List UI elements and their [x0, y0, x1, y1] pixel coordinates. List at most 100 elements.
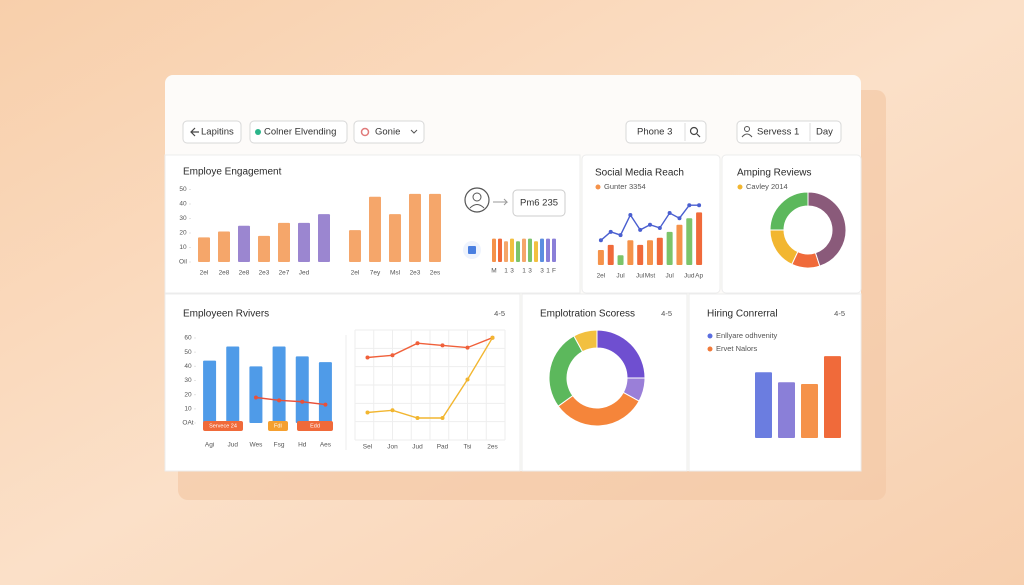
panel-badge: 4-5 [834, 309, 845, 318]
x-tick-label: 1 [546, 268, 550, 275]
avatar [464, 187, 490, 213]
y-tick-label: 40 [179, 201, 187, 208]
line-point [638, 227, 643, 232]
bar [617, 255, 624, 265]
bar [298, 222, 310, 262]
annotation-badge [268, 421, 288, 431]
line-point [300, 399, 305, 404]
back-label: Lapitins [201, 127, 234, 138]
bar [676, 224, 683, 265]
search-icon-handle [696, 133, 701, 138]
line-point [365, 355, 370, 360]
annotation-text: Edd [310, 423, 320, 429]
x-tick-label: Msl [390, 270, 401, 277]
annotation-text: FdI [274, 423, 282, 429]
bar [696, 212, 703, 265]
panel [521, 293, 688, 472]
panel-title: Social Media Reach [595, 168, 684, 179]
line-point [465, 377, 470, 382]
menu-label: Gonie [375, 127, 400, 138]
annotation-text: Servece 24 [209, 423, 237, 429]
x-tick-label: Hd [298, 442, 307, 449]
bar [647, 240, 653, 265]
bar [546, 238, 550, 262]
bar [318, 214, 330, 262]
bar [429, 193, 441, 262]
panel [164, 293, 521, 472]
x-tick-label: 2e3 [259, 270, 270, 277]
bar [258, 235, 270, 262]
line-point [440, 343, 445, 348]
x-tick-label: Aes [320, 442, 332, 449]
x-tick-label: Pad [437, 444, 449, 451]
x-tick-label: 2e8 [219, 270, 230, 277]
bar [295, 356, 309, 423]
panel-title: Employeen Rvivers [183, 309, 269, 320]
search-text: Phone 3 [637, 127, 672, 138]
x-tick-label: M [491, 268, 496, 275]
y-tick-label: 50 [179, 186, 187, 193]
bar [755, 372, 772, 438]
line-point [323, 402, 328, 407]
x-tick-label: Ap [695, 273, 703, 280]
panel-title: Amping Reviews [737, 168, 811, 179]
bar [656, 237, 663, 265]
bar [249, 366, 263, 423]
line-point [687, 203, 692, 208]
bar [510, 238, 514, 262]
x-tick-label: Wes [249, 442, 263, 449]
bar [504, 241, 508, 262]
avatar-face [472, 192, 482, 202]
toolbar: Lapitins Colner Elvending Gonie Phone 3 … [182, 120, 842, 144]
line-point [415, 416, 420, 420]
filter-button[interactable] [249, 120, 348, 144]
side-widget: Pm6 235 [463, 187, 566, 259]
y-tick-label: 60 [184, 335, 192, 342]
bar [218, 231, 230, 262]
annotation-badge [297, 421, 333, 431]
line-point [697, 203, 702, 208]
x-tick-label: F [552, 268, 556, 275]
x-tick-label: Jud [684, 273, 695, 280]
bar [492, 238, 496, 262]
y-tick-label: 10 [184, 406, 192, 413]
bar [686, 218, 693, 265]
filter-label: Colner Elvending [264, 127, 336, 138]
line-point [677, 216, 682, 221]
line-point [253, 395, 258, 400]
period-label: Day [816, 127, 833, 138]
bar [778, 382, 795, 438]
x-tick-label: 2es [430, 270, 441, 277]
services-select[interactable] [736, 120, 842, 144]
x-tick-label: 2el [351, 270, 360, 277]
line-point [277, 398, 282, 403]
x-tick-label: 7ey [370, 270, 381, 277]
bar [349, 230, 361, 262]
menu-button[interactable] [353, 120, 425, 144]
bar [198, 237, 210, 262]
legend-label: Enllyare odhvenity [716, 331, 778, 340]
value-box [512, 189, 566, 217]
legend-label: Gunter 3354 [604, 182, 646, 191]
x-tick-label: Agi [205, 442, 214, 449]
donut-segment [769, 191, 809, 231]
services-label: Servess 1 [757, 127, 799, 138]
x-tick-label: 3 [528, 268, 532, 275]
bar [540, 238, 544, 262]
bar [824, 356, 841, 438]
x-tick-label: 2e3 [410, 270, 421, 277]
bar [528, 238, 532, 262]
line [367, 337, 493, 359]
line-point [365, 410, 370, 415]
x-tick-label: Fsg [274, 442, 285, 449]
bar [272, 346, 286, 423]
back-button[interactable] [182, 120, 242, 144]
line-point [618, 233, 623, 238]
line [255, 396, 326, 406]
search-box[interactable] [625, 120, 707, 144]
annotation-badge [203, 421, 243, 431]
legend-dot [707, 333, 713, 339]
y-tick-label: Oil [179, 259, 188, 266]
x-tick-label: Jud [228, 442, 239, 449]
y-tick-label: 20 [179, 230, 187, 237]
